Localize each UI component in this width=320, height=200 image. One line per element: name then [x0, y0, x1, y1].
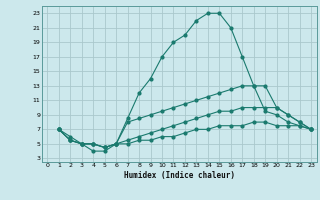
X-axis label: Humidex (Indice chaleur): Humidex (Indice chaleur): [124, 171, 235, 180]
